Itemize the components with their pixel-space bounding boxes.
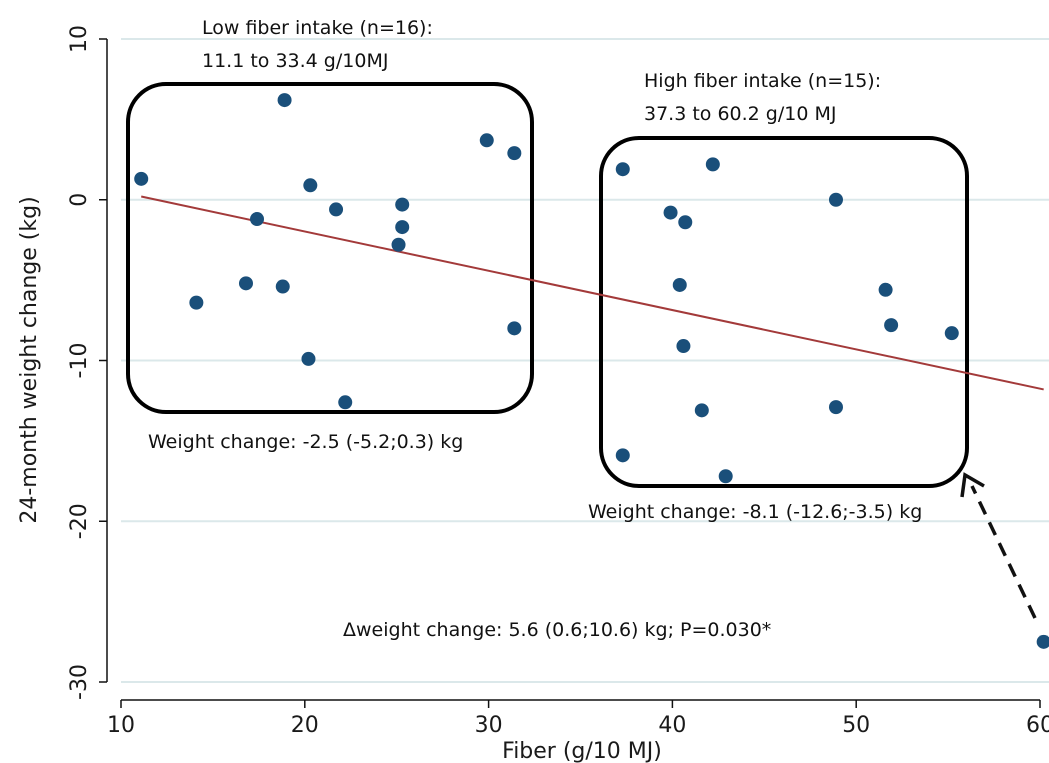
data-points <box>134 93 1049 649</box>
data-point <box>695 403 709 417</box>
data-point <box>395 220 409 234</box>
data-point <box>278 93 292 107</box>
group-boxes <box>128 84 967 486</box>
data-point <box>1037 635 1049 649</box>
x-tick-label-20: 20 <box>291 713 319 738</box>
low-group-range: 11.1 to 33.4 g/10MJ <box>202 50 388 72</box>
data-point <box>616 162 630 176</box>
high-fiber-box <box>601 138 967 486</box>
data-point <box>338 395 352 409</box>
low-group-result: Weight change: -2.5 (-5.2;0.3) kg <box>148 431 463 453</box>
data-point <box>676 339 690 353</box>
low-fiber-box <box>128 84 532 412</box>
y-tick-label--20: -20 <box>67 503 92 539</box>
x-tick-label-50: 50 <box>842 713 870 738</box>
high-group-range: 37.3 to 60.2 g/10 MJ <box>644 103 836 125</box>
data-point <box>395 198 409 212</box>
data-point <box>303 178 317 192</box>
data-point <box>706 157 720 171</box>
outlier-arrow <box>962 475 1035 618</box>
data-point <box>276 280 290 294</box>
data-point <box>884 318 898 332</box>
difference-annotation: Δweight change: 5.6 (0.6;10.6) kg; P=0.0… <box>343 619 771 641</box>
data-point <box>664 206 678 220</box>
x-tick-label-60: 60 <box>1026 713 1049 738</box>
data-point <box>507 321 521 335</box>
data-point <box>239 276 253 290</box>
data-point <box>329 202 343 216</box>
data-point <box>673 278 687 292</box>
data-point <box>678 215 692 229</box>
low-group-label: Low fiber intake (n=16): <box>202 17 433 39</box>
data-point <box>719 469 733 483</box>
data-point <box>616 448 630 462</box>
x-tick-label-30: 30 <box>475 713 503 738</box>
y-tick-label--30: -30 <box>67 664 92 700</box>
data-point <box>301 352 315 366</box>
x-tick-label-10: 10 <box>107 713 135 738</box>
x-axis-title: Fiber (g/10 MJ) <box>502 739 662 763</box>
y-tick-label--10: -10 <box>67 343 92 379</box>
data-point <box>250 212 264 226</box>
data-point <box>829 400 843 414</box>
arrow-shaft <box>972 486 1035 618</box>
x-tick-label-40: 40 <box>658 713 686 738</box>
data-point <box>189 296 203 310</box>
data-point <box>392 238 406 252</box>
data-point <box>829 193 843 207</box>
y-axis-title: 24-month weight change (kg) <box>17 196 42 523</box>
data-point <box>507 146 521 160</box>
y-tick-label-0: 0 <box>67 193 92 207</box>
data-point <box>879 283 893 297</box>
data-point <box>480 133 494 147</box>
data-point <box>134 172 148 186</box>
y-tick-label-10: 10 <box>67 25 92 53</box>
data-point <box>945 326 959 340</box>
high-group-label: High fiber intake (n=15): <box>644 70 881 92</box>
high-group-result: Weight change: -8.1 (-12.6;-3.5) kg <box>588 501 922 523</box>
